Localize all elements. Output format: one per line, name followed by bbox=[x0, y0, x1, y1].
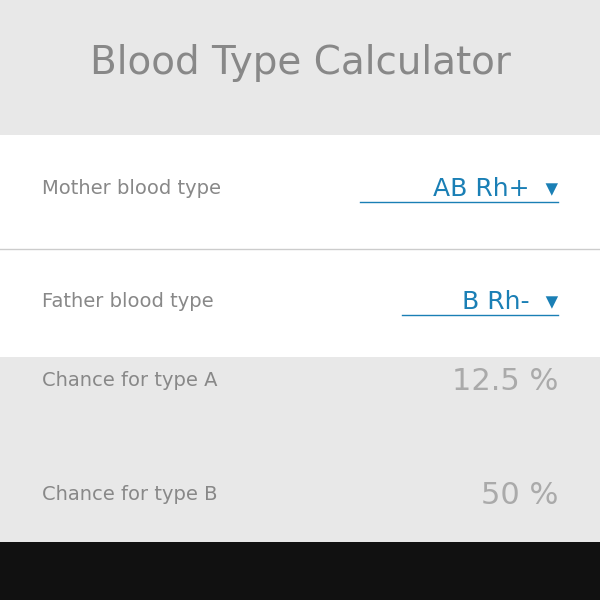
Text: Mother blood type: Mother blood type bbox=[42, 179, 221, 199]
Text: 12.5 %: 12.5 % bbox=[452, 367, 558, 395]
Text: Chance for type A: Chance for type A bbox=[42, 371, 218, 391]
Text: B Rh-  ▾: B Rh- ▾ bbox=[462, 290, 558, 314]
FancyBboxPatch shape bbox=[0, 357, 600, 543]
Text: 50 %: 50 % bbox=[481, 481, 558, 509]
Text: Father blood type: Father blood type bbox=[42, 292, 214, 311]
Text: AB Rh+  ▾: AB Rh+ ▾ bbox=[433, 177, 558, 201]
Text: Blood Type Calculator: Blood Type Calculator bbox=[89, 44, 511, 82]
FancyBboxPatch shape bbox=[0, 135, 600, 360]
FancyBboxPatch shape bbox=[0, 542, 600, 600]
Text: Chance for type B: Chance for type B bbox=[42, 485, 218, 505]
